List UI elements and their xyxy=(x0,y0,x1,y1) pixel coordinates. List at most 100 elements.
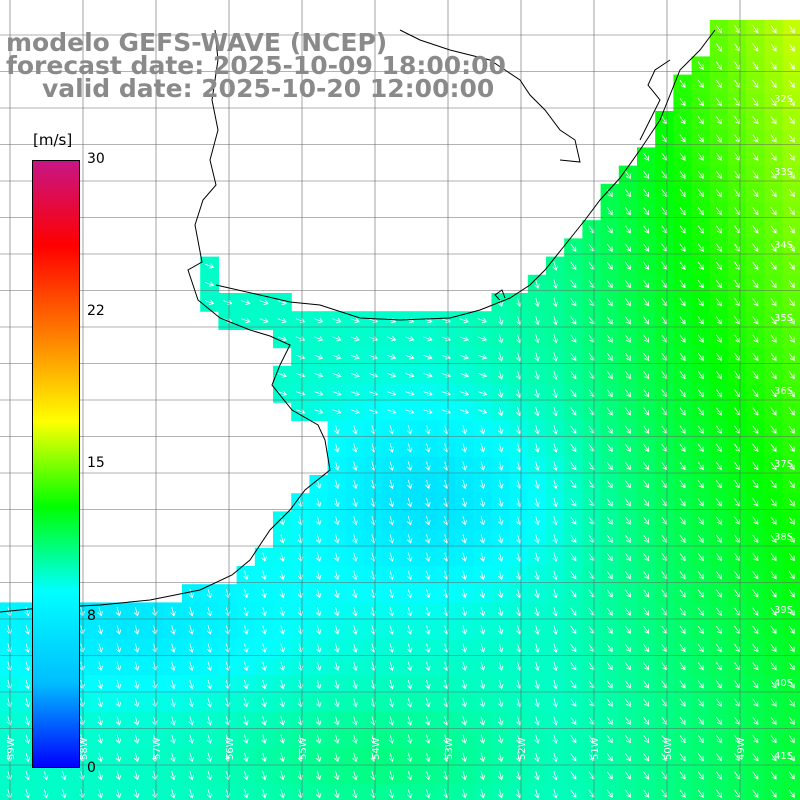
wind-arrow xyxy=(406,516,413,526)
lat-label: 41S xyxy=(774,751,793,762)
wind-arrow xyxy=(752,243,759,252)
wind-arrow xyxy=(479,770,486,781)
wind-arrow xyxy=(770,116,777,125)
wind-cell xyxy=(764,784,784,800)
wind-arrow xyxy=(679,261,686,271)
wind-arrow xyxy=(497,679,504,690)
wind-arrow xyxy=(788,680,795,689)
wind-arrow xyxy=(297,625,304,635)
wind-cell xyxy=(0,784,19,800)
wind-arrow xyxy=(697,407,704,416)
wind-arrow xyxy=(386,390,397,396)
wind-arrow xyxy=(461,661,467,672)
wind-arrow xyxy=(788,498,795,507)
wind-arrow xyxy=(497,698,504,708)
wind-arrow xyxy=(715,480,722,489)
wind-arrow xyxy=(461,734,467,744)
wind-cell xyxy=(782,766,800,785)
wind-arrow xyxy=(425,497,431,508)
wind-arrow xyxy=(697,480,704,489)
wind-arrow xyxy=(679,298,686,307)
wind-arrow xyxy=(770,134,777,143)
wind-arrow xyxy=(334,497,340,508)
wind-arrow xyxy=(715,261,722,271)
wind-arrow xyxy=(788,734,795,744)
wind-arrow xyxy=(643,716,650,726)
wind-cell xyxy=(291,784,310,800)
wind-arrow xyxy=(279,752,285,763)
wind-arrow xyxy=(388,497,395,508)
wind-arrow xyxy=(570,789,577,798)
wind-arrow xyxy=(479,607,486,617)
wind-arrow xyxy=(697,534,704,544)
wind-arrow xyxy=(315,534,322,544)
wind-arrow xyxy=(624,352,631,362)
wind-arrow xyxy=(715,298,722,307)
wind-cell xyxy=(382,784,401,800)
wind-arrow xyxy=(679,589,686,598)
wind-arrow xyxy=(643,298,650,307)
wind-arrow xyxy=(570,680,577,689)
wind-arrow xyxy=(770,534,777,544)
wind-arrow xyxy=(206,698,213,708)
wind-arrow xyxy=(552,315,558,326)
wind-arrow xyxy=(188,588,194,599)
wind-arrow xyxy=(170,679,176,690)
wind-arrow xyxy=(534,461,540,471)
wind-arrow xyxy=(770,43,777,52)
wind-arrow xyxy=(534,516,540,526)
wind-arrow xyxy=(679,516,686,525)
wind-arrow xyxy=(770,188,777,198)
wind-arrow xyxy=(788,298,795,307)
wind-arrow xyxy=(206,716,213,726)
wind-arrow xyxy=(643,225,650,234)
wind-arrow xyxy=(788,789,795,798)
wind-arrow xyxy=(388,770,395,781)
wind-cell xyxy=(782,729,800,749)
wind-arrow xyxy=(624,662,631,671)
wind-arrow xyxy=(752,734,759,744)
wind-arrow xyxy=(497,461,504,471)
wind-arrow xyxy=(352,679,358,690)
wind-arrow xyxy=(386,408,397,415)
wind-arrow xyxy=(697,134,704,143)
wind-arrow xyxy=(788,534,795,544)
wind-arrow xyxy=(697,261,704,271)
wind-arrow xyxy=(477,390,488,396)
wind-arrow xyxy=(497,752,504,763)
wind-arrow xyxy=(115,770,122,781)
wind-arrow xyxy=(352,534,358,544)
wind-arrow xyxy=(297,789,304,799)
wind-arrow xyxy=(624,480,631,489)
wind-arrow xyxy=(624,516,631,525)
wind-arrow xyxy=(261,661,267,672)
wind-arrow xyxy=(206,679,213,690)
wind-arrow xyxy=(534,334,540,344)
wind-arrow xyxy=(643,152,650,161)
wind-arrow xyxy=(297,752,304,763)
wind-cell xyxy=(400,784,420,800)
wind-cell xyxy=(728,784,747,800)
wind-cell xyxy=(782,111,800,130)
wind-arrow xyxy=(679,534,686,544)
wind-arrow xyxy=(425,698,431,708)
wind-arrow xyxy=(770,316,777,325)
wind-arrow xyxy=(552,261,558,271)
wind-arrow xyxy=(406,770,413,781)
wind-arrow xyxy=(497,570,504,581)
wind-arrow xyxy=(643,753,650,762)
wind-arrow xyxy=(788,370,795,380)
wind-arrow xyxy=(624,789,631,798)
wind-arrow xyxy=(770,61,777,70)
wind-arrow xyxy=(368,372,379,378)
wind-arrow xyxy=(315,552,322,562)
wind-cell xyxy=(782,693,800,713)
wind-arrow xyxy=(388,789,395,799)
wind-cell xyxy=(418,784,438,800)
wind-arrow xyxy=(606,316,613,325)
wind-cell xyxy=(655,784,674,800)
wind-arrow xyxy=(624,170,631,180)
wind-arrow xyxy=(570,516,577,525)
wind-arrow xyxy=(752,771,759,780)
